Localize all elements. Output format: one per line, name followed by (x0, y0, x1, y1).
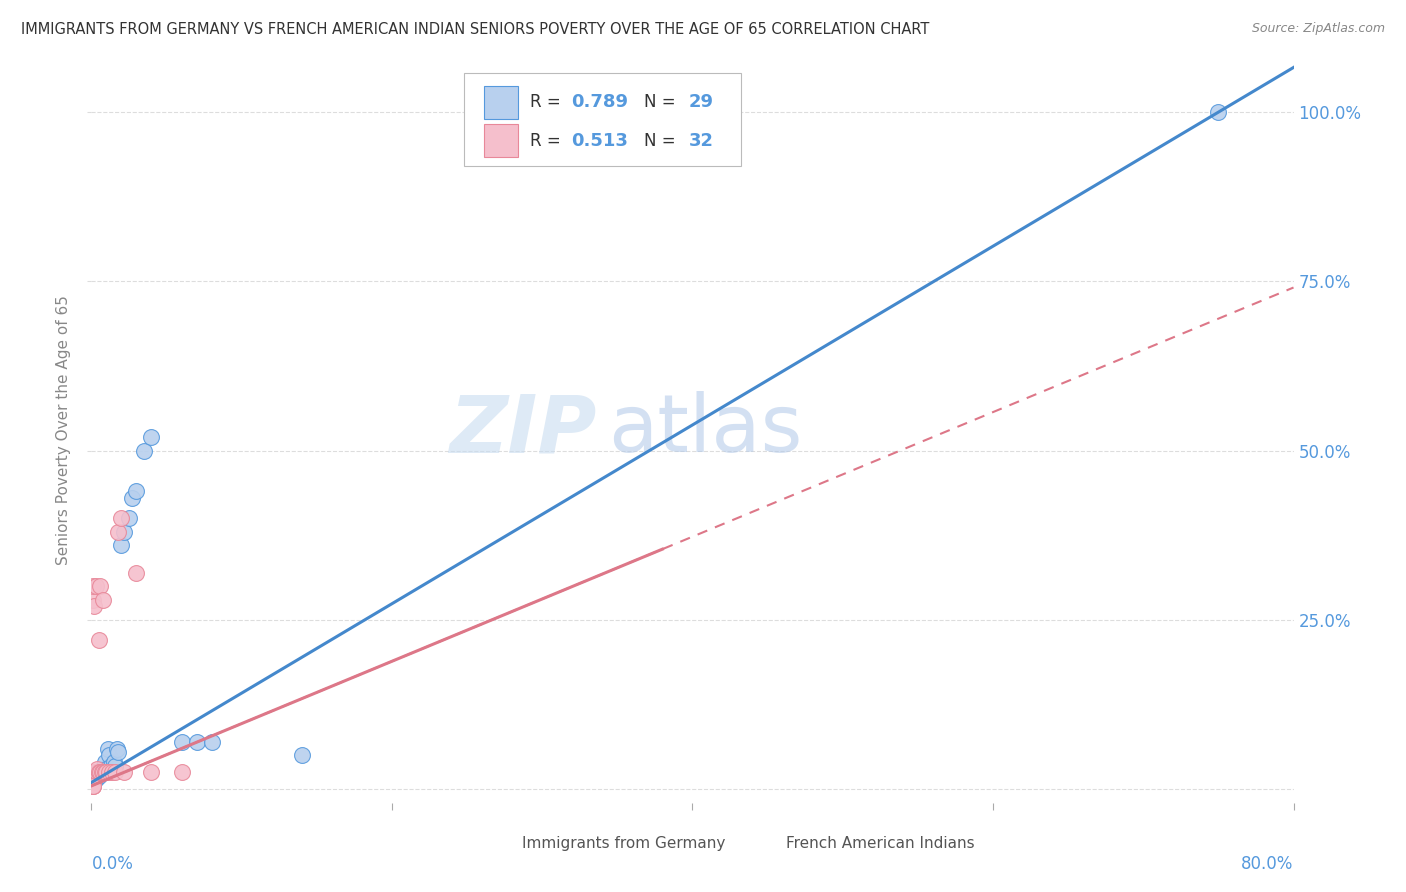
Point (118, 511, 141, 525)
Point (93, 592, 115, 607)
Text: Source: ZipAtlas.com: Source: ZipAtlas.com (1251, 22, 1385, 36)
Point (96, 762, 118, 776)
Point (170, 765, 193, 780)
Text: 80.0%: 80.0% (1241, 855, 1294, 873)
Point (87, 633, 110, 648)
Point (141, 430, 163, 444)
Point (94, 755, 117, 769)
Point (83, 765, 105, 780)
Point (83, 769, 105, 783)
Point (141, 765, 163, 780)
Point (86, 765, 108, 780)
Point (104, 758, 127, 772)
Point (86, 762, 108, 776)
Text: 0.513: 0.513 (571, 132, 628, 150)
FancyBboxPatch shape (464, 73, 741, 166)
Bar (485, 86, 519, 119)
Point (93, 765, 115, 780)
Point (94, 765, 117, 780)
Y-axis label: Seniors Poverty Over the Age of 65: Seniors Poverty Over the Age of 65 (56, 295, 72, 566)
Point (125, 484, 148, 499)
Point (170, 735, 193, 749)
Point (107, 745, 129, 759)
Point (89, 765, 111, 780)
Point (98, 765, 121, 780)
Point (82, 775, 104, 789)
Point (83, 769, 105, 783)
Bar (488, 831, 515, 855)
Point (84, 772, 107, 786)
Point (98, 748, 121, 763)
Point (96, 765, 118, 780)
Point (1208, 105, 1230, 120)
Point (125, 566, 148, 580)
Point (82, 579, 104, 593)
Point (83, 599, 105, 614)
Text: atlas: atlas (609, 392, 803, 469)
Point (84, 769, 107, 783)
Bar (485, 125, 519, 157)
Point (105, 741, 128, 756)
Point (114, 765, 136, 780)
Point (132, 443, 155, 458)
Point (93, 765, 115, 780)
Text: ZIP: ZIP (449, 392, 596, 469)
Point (90, 765, 112, 780)
Point (97, 741, 120, 756)
Point (121, 491, 143, 505)
Point (89, 579, 111, 593)
Point (82, 779, 104, 793)
Point (84, 765, 107, 780)
Point (100, 758, 122, 772)
Text: 29: 29 (689, 94, 714, 112)
Point (87, 765, 110, 780)
Point (103, 755, 125, 769)
Text: French American Indians: French American Indians (786, 836, 974, 850)
Point (87, 769, 110, 783)
Point (86, 769, 108, 783)
Point (114, 524, 136, 539)
Bar (752, 831, 779, 855)
Text: N =: N = (644, 132, 682, 150)
Point (110, 539, 132, 553)
Point (82, 779, 104, 793)
Text: 0.789: 0.789 (571, 94, 628, 112)
Point (90, 762, 112, 776)
Point (89, 765, 111, 780)
Text: R =: R = (530, 132, 567, 150)
Text: 32: 32 (689, 132, 714, 150)
Point (104, 765, 127, 780)
Text: Immigrants from Germany: Immigrants from Germany (522, 836, 725, 850)
Text: N =: N = (644, 94, 682, 112)
Text: 0.0%: 0.0% (91, 855, 134, 873)
Point (110, 511, 132, 525)
Point (107, 524, 129, 539)
Point (201, 735, 224, 749)
Point (82, 779, 104, 793)
Point (291, 748, 314, 763)
Point (186, 735, 208, 749)
Point (101, 765, 124, 780)
Text: R =: R = (530, 94, 567, 112)
Point (82, 775, 104, 789)
Point (84, 579, 107, 593)
Text: IMMIGRANTS FROM GERMANY VS FRENCH AMERICAN INDIAN SENIORS POVERTY OVER THE AGE O: IMMIGRANTS FROM GERMANY VS FRENCH AMERIC… (21, 22, 929, 37)
Point (82, 592, 104, 607)
